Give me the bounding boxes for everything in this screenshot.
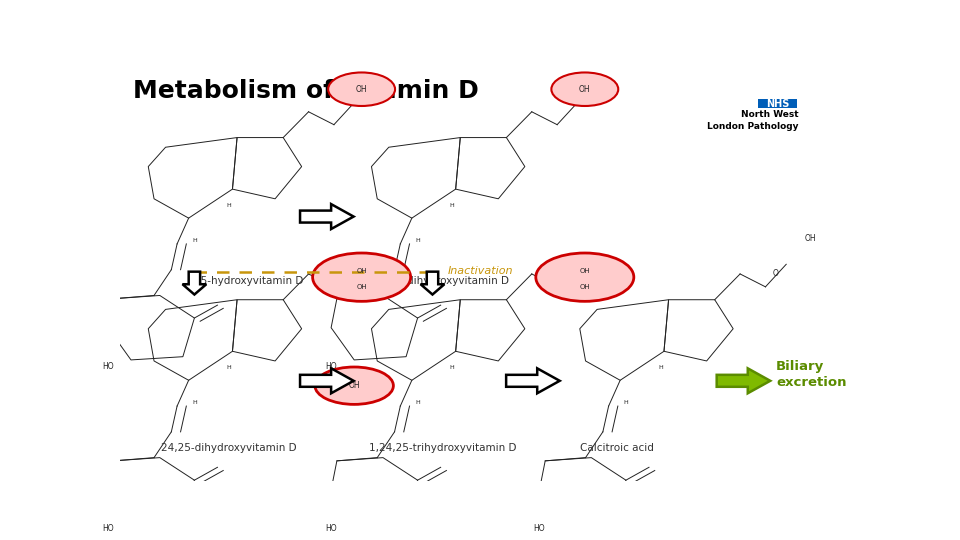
Text: 1,25-dihydroxyvitamin D: 1,25-dihydroxyvitamin D <box>380 276 510 286</box>
Text: HO: HO <box>534 524 545 533</box>
Text: OH: OH <box>580 268 590 274</box>
Text: HO: HO <box>325 524 337 533</box>
Text: Metabolism of vitamin D: Metabolism of vitamin D <box>133 79 479 103</box>
Polygon shape <box>420 272 444 294</box>
Text: OH: OH <box>356 268 367 274</box>
FancyBboxPatch shape <box>758 99 797 109</box>
Polygon shape <box>506 368 560 393</box>
Text: O: O <box>773 269 779 279</box>
Text: 25-hydroxyvitamin D: 25-hydroxyvitamin D <box>194 276 303 286</box>
Text: OH: OH <box>356 85 368 94</box>
Text: HO: HO <box>325 362 337 371</box>
Text: H: H <box>227 202 231 208</box>
Text: HO: HO <box>102 362 113 371</box>
Text: OH: OH <box>356 284 367 290</box>
Polygon shape <box>300 204 353 229</box>
Text: North West
London Pathology: North West London Pathology <box>707 110 799 131</box>
Text: H: H <box>192 400 197 406</box>
Text: Inactivation: Inactivation <box>447 266 513 275</box>
Ellipse shape <box>551 72 618 106</box>
Polygon shape <box>182 272 206 294</box>
Text: H: H <box>227 365 231 370</box>
Text: OH: OH <box>804 234 816 243</box>
Ellipse shape <box>315 529 394 540</box>
Text: H: H <box>192 238 197 243</box>
Text: Calcitroic acid: Calcitroic acid <box>580 443 654 453</box>
Text: 1,24,25-trihydroxyvitamin D: 1,24,25-trihydroxyvitamin D <box>370 443 516 453</box>
Text: H: H <box>416 238 420 243</box>
Text: OH: OH <box>348 381 360 390</box>
Ellipse shape <box>313 253 411 301</box>
Text: OH: OH <box>580 284 590 290</box>
Ellipse shape <box>536 253 634 301</box>
Text: H: H <box>450 202 455 208</box>
Text: H: H <box>450 365 455 370</box>
Ellipse shape <box>315 367 394 404</box>
Text: 24,25-dihydroxyvitamin D: 24,25-dihydroxyvitamin D <box>161 443 297 453</box>
Text: NHS: NHS <box>766 99 789 109</box>
Ellipse shape <box>328 72 396 106</box>
Text: H: H <box>624 400 628 406</box>
Text: Biliary
excretion: Biliary excretion <box>777 360 847 389</box>
Text: H: H <box>659 365 663 370</box>
Text: H: H <box>416 400 420 406</box>
Text: HO: HO <box>102 524 113 533</box>
Text: OH: OH <box>579 85 590 94</box>
Polygon shape <box>717 368 770 393</box>
Polygon shape <box>300 368 353 393</box>
